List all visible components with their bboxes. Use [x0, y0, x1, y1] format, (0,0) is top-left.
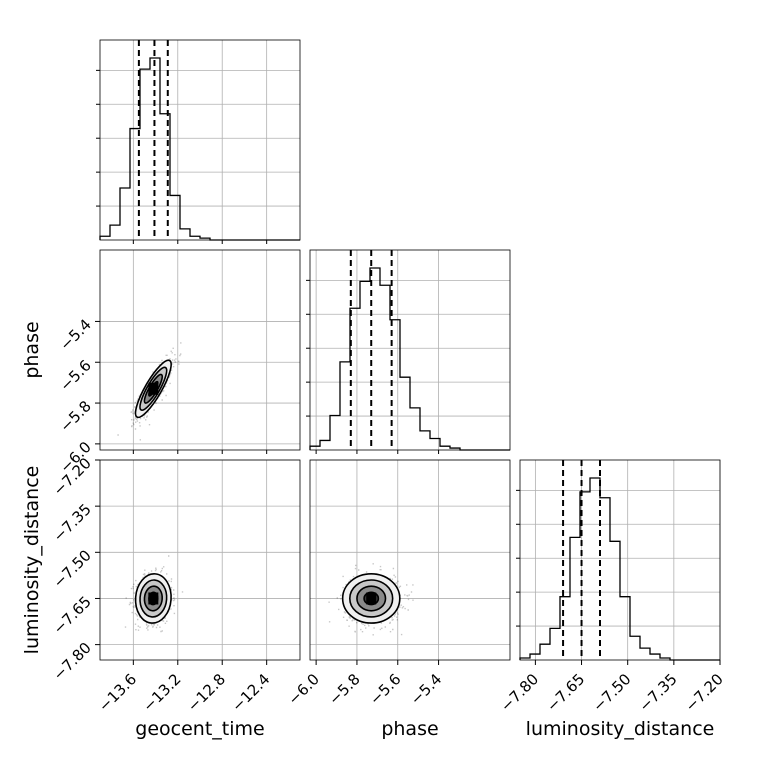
- x-tick-label: −7.65: [543, 670, 588, 715]
- x-tick-label: −5.4: [407, 670, 445, 708]
- y-axis-label-phase: phase: [21, 321, 43, 378]
- density-peak: [148, 592, 159, 605]
- y-tick-label: −5.6: [56, 356, 94, 394]
- x-tick-label: −7.35: [635, 670, 680, 715]
- panel-frame: [309, 249, 511, 451]
- y-tick-label: −7.65: [50, 593, 95, 638]
- y-tick-label: −5.4: [56, 316, 94, 354]
- y-tick-label: −5.8: [56, 397, 94, 435]
- x-tick-label: −5.8: [325, 670, 363, 708]
- x-tick-label: −7.20: [682, 670, 727, 715]
- x-tick-label: −7.80: [497, 670, 542, 715]
- x-tick-label: −12.8: [184, 670, 229, 715]
- density-peak: [366, 592, 377, 605]
- x-tick-label: −13.2: [139, 670, 184, 715]
- y-tick-label: −7.50: [50, 546, 95, 591]
- panel-frame: [309, 459, 511, 661]
- x-tick-label: −12.4: [228, 670, 273, 715]
- x-tick-label: −5.6: [366, 670, 404, 708]
- panel-frame: [519, 459, 721, 661]
- density-peak: [148, 382, 159, 395]
- y-axis-label-luminosity_distance: luminosity_distance: [21, 466, 43, 655]
- x-axis-label-phase: phase: [381, 718, 438, 740]
- x-tick-label: −13.6: [95, 670, 140, 715]
- panel-frame: [99, 249, 301, 451]
- histogram-phase: [309, 267, 510, 451]
- x-axis-label-luminosity_distance: luminosity_distance: [526, 718, 715, 740]
- x-axis-label-geocent_time: geocent_time: [135, 718, 264, 740]
- panel-frame: [99, 459, 301, 661]
- panel-frame: [99, 39, 301, 241]
- x-tick-label: −6.0: [284, 670, 322, 708]
- y-tick-label: −7.80: [50, 639, 95, 684]
- histogram-geocent_time: [99, 57, 300, 241]
- histogram-luminosity_distance: [519, 477, 720, 661]
- y-tick-label: −7.35: [50, 500, 95, 545]
- x-tick-label: −7.50: [589, 670, 634, 715]
